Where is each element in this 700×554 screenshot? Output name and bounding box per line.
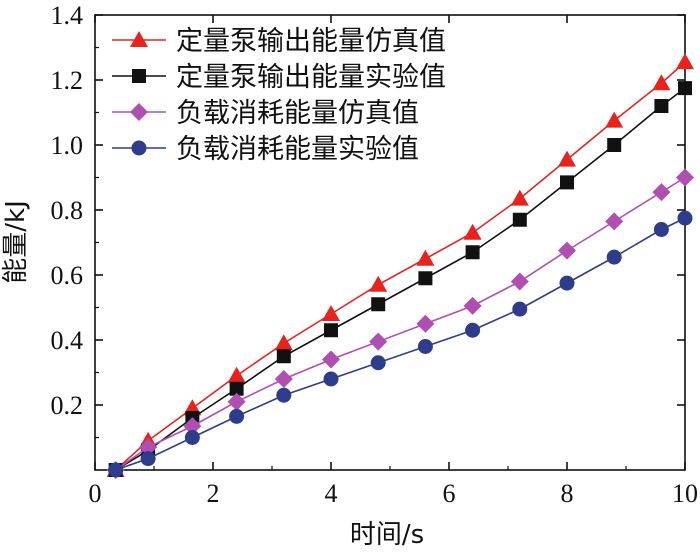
data-point [560, 175, 574, 190]
data-point [512, 212, 527, 227]
y-axis-title: 能量/kJ [1, 200, 31, 284]
data-point [417, 339, 433, 354]
data-point [559, 275, 575, 291]
data-point [371, 297, 386, 312]
legend-marker [130, 103, 148, 121]
data-point [276, 349, 291, 364]
data-point [229, 408, 245, 424]
data-point [607, 138, 622, 152]
series-line [115, 217, 686, 471]
data-point [184, 430, 200, 445]
data-point [558, 241, 576, 260]
y-tick-label: 0.2 [51, 391, 84, 420]
legend-item: 负载消耗能量实验值 [112, 134, 419, 165]
x-tick-label: 8 [561, 479, 574, 508]
data-point [108, 462, 124, 478]
x-tick-label: 2 [207, 479, 220, 508]
data-point [677, 210, 693, 226]
x-tick-label: 0 [89, 479, 102, 508]
data-point [605, 212, 624, 231]
data-point [463, 296, 482, 315]
data-point [676, 53, 694, 70]
data-point [276, 387, 292, 403]
data-point [183, 417, 202, 436]
data-point [606, 249, 622, 265]
data-point [274, 370, 293, 388]
data-point [140, 451, 156, 467]
data-point [227, 392, 246, 411]
legend-marker [130, 31, 148, 47]
data-point [322, 350, 340, 369]
data-point [676, 168, 694, 187]
x-tick-label: 4 [325, 479, 338, 508]
series-layer [106, 53, 694, 479]
series-line [115, 176, 686, 471]
data-point [416, 249, 435, 266]
data-point [369, 332, 388, 351]
x-tick-label: 10 [672, 479, 698, 508]
data-point [654, 99, 669, 113]
legend-item: 定量泵输出能量实验值 [112, 62, 446, 93]
series-4 [108, 210, 693, 478]
data-point [678, 81, 692, 96]
data-point [416, 314, 435, 333]
data-point [652, 183, 671, 202]
legend-marker [132, 69, 146, 83]
legend-label: 负载消耗能量仿真值 [176, 98, 419, 129]
y-tick-label: 0.6 [51, 261, 84, 290]
x-tick-label: 6 [443, 479, 456, 508]
data-point [653, 222, 669, 237]
y-tick-label: 0.4 [51, 326, 84, 355]
legend-label: 定量泵输出能量仿真值 [176, 26, 446, 57]
data-point [229, 381, 244, 396]
axes: 0 2 4 6 8 10 0.2 0.4 0.6 0.8 1.0 1.2 1.4 [51, 1, 699, 508]
data-point [418, 271, 433, 286]
series-line [115, 87, 686, 471]
data-point [370, 355, 386, 371]
data-point [465, 245, 480, 260]
data-point [510, 272, 529, 291]
data-point [510, 189, 529, 206]
y-tick-label: 1.0 [51, 131, 84, 160]
x-axis-title: 时间/s [350, 520, 424, 550]
series-3 [106, 168, 694, 479]
data-point [324, 323, 338, 338]
y-tick-label: 1.4 [51, 1, 84, 30]
legend-item: 定量泵输出能量仿真值 [112, 26, 446, 57]
y-tick-label: 1.2 [51, 66, 84, 95]
data-point [558, 150, 576, 167]
legend-marker [131, 140, 147, 156]
data-point [465, 322, 481, 338]
data-point [463, 223, 482, 240]
data-point [227, 366, 246, 383]
data-point [323, 371, 339, 387]
data-point [369, 275, 388, 292]
y-tick-label: 0.8 [51, 196, 84, 225]
legend-item: 负载消耗能量仿真值 [112, 98, 419, 129]
legend-label: 负载消耗能量实验值 [176, 134, 419, 165]
data-point [605, 111, 624, 128]
data-point [652, 74, 671, 91]
data-point [322, 305, 340, 321]
legend-label: 定量泵输出能量实验值 [176, 62, 446, 93]
data-point [512, 301, 528, 317]
data-point [139, 438, 158, 457]
data-point [274, 334, 293, 351]
series-2 [108, 81, 692, 477]
